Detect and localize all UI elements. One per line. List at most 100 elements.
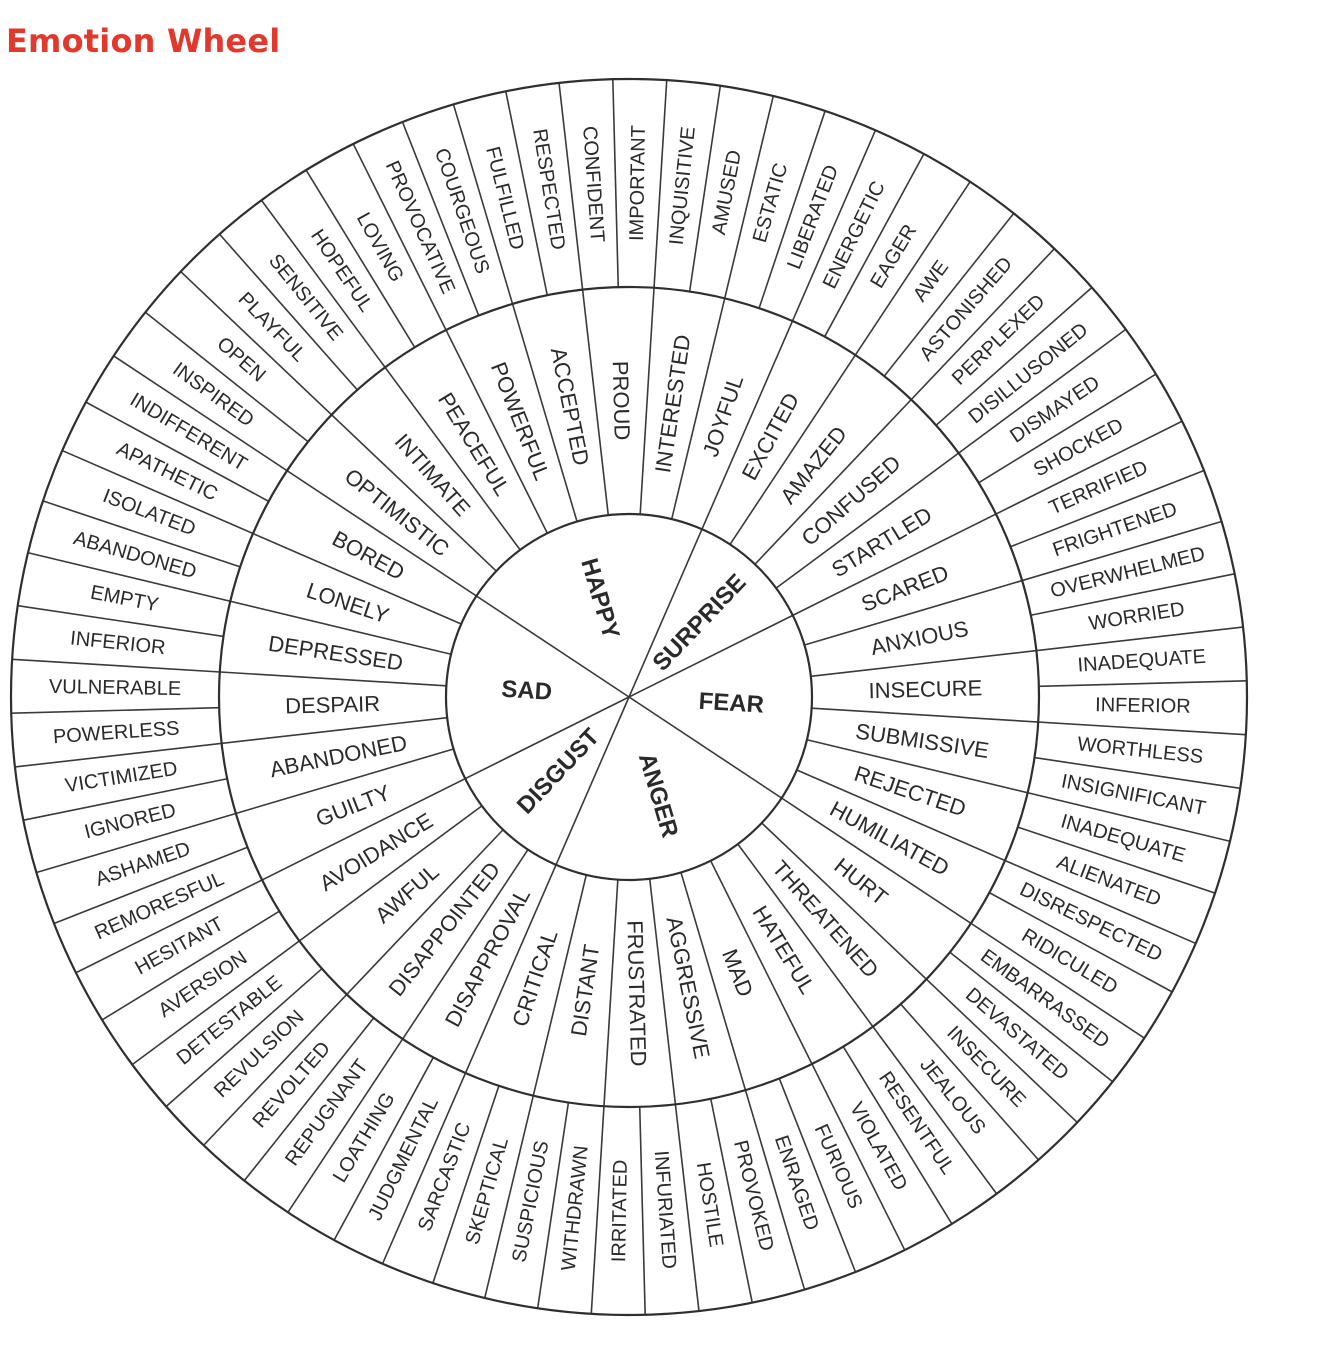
tertiary-divider-line: [11, 706, 220, 714]
tertiary-emotion-label: DISILLUSONED: [965, 319, 1093, 428]
core-emotion-label: SAD: [501, 676, 553, 706]
tertiary-emotion-label: WORTHLESS: [1076, 733, 1204, 768]
tertiary-divider-line: [935, 286, 1093, 426]
secondary-divider-line: [12, 658, 447, 687]
core-divider-line: [75, 696, 630, 974]
secondary-divider-line: [180, 271, 497, 572]
tertiary-divider-line: [978, 373, 1157, 484]
tertiary-emotion-label: WITHDRAWN: [558, 1144, 593, 1272]
tertiary-emotion-label: WORRIED: [1087, 598, 1186, 635]
tertiary-divider-line: [1017, 826, 1216, 894]
tertiary-divider-line: [1030, 573, 1235, 617]
tertiary-emotion-label: IMPORTANT: [626, 125, 650, 241]
tertiary-divider-line: [305, 169, 416, 348]
wheel-divider-lines: [11, 79, 1247, 1315]
secondary-divider-line: [670, 95, 775, 520]
secondary-divider-line: [260, 199, 521, 551]
secondary-emotion-label: FRUSTRATED: [622, 920, 651, 1067]
secondary-emotion-label: LONELY: [303, 578, 392, 629]
core-emotion-label: HAPPY: [575, 555, 624, 642]
core-divider-line: [113, 355, 630, 698]
tertiary-divider-line: [883, 212, 1015, 377]
tertiary-emotion-label: INSIGNIFICANT: [1059, 770, 1207, 820]
secondary-divider-line: [761, 822, 1078, 1123]
core-emotion-label: FEAR: [698, 688, 765, 719]
tertiary-divider-line: [900, 1003, 1040, 1161]
tertiary-divider-line: [23, 777, 228, 821]
tertiary-emotion-label: PROVOKED: [729, 1138, 778, 1253]
tertiary-emotion-label: FULFILLED: [481, 144, 528, 252]
tertiary-emotion-label: HOSTILE: [692, 1161, 727, 1249]
core-divider-line: [381, 696, 630, 1265]
tertiary-divider-line: [1038, 680, 1247, 688]
secondary-divider-line: [639, 80, 668, 515]
tertiary-emotion-label: CONFIDENT: [578, 125, 608, 243]
tertiary-divider-line: [688, 85, 722, 292]
tertiary-emotion-label: EMBARRASSED: [976, 945, 1113, 1053]
tertiary-divider-line: [85, 401, 270, 503]
secondary-emotion-label: INSECURE: [868, 675, 982, 703]
secondary-emotion-label: BORED: [328, 526, 409, 585]
secondary-emotion-label: MAD: [717, 946, 758, 1001]
secondary-divider-line: [131, 805, 483, 1066]
tertiary-divider-line: [988, 891, 1173, 993]
tertiary-divider-line: [243, 1017, 375, 1182]
wheel-inner-ring: [444, 512, 814, 882]
tertiary-emotion-label: EMPTY: [89, 582, 161, 617]
secondary-emotion-label: AGGRESSIVE: [661, 914, 714, 1060]
core-emotion-label: ANGER: [633, 750, 684, 841]
tertiary-divider-line: [432, 1085, 500, 1284]
secondary-divider-line: [709, 860, 906, 1251]
secondary-divider-line: [775, 328, 1127, 589]
secondary-divider-line: [61, 449, 462, 625]
tertiary-divider-line: [1010, 469, 1205, 548]
tertiary-emotion-label: INADEQUATE: [1077, 646, 1207, 677]
secondary-emotion-label: HURT: [830, 853, 893, 910]
secondary-emotion-label: DESPAIR: [285, 691, 381, 718]
tertiary-divider-line: [823, 153, 925, 338]
secondary-divider-line: [796, 769, 1197, 945]
secondary-emotion-label: ABANDONED: [268, 730, 410, 782]
tertiary-divider-line: [401, 121, 480, 316]
secondary-divider-line: [36, 748, 454, 874]
tertiary-emotion-label: IRRITATED: [608, 1159, 632, 1262]
tertiary-divider-line: [778, 1078, 857, 1273]
tertiary-emotion-label: AMUSED: [708, 148, 746, 236]
secondary-emotion-label: PROUD: [608, 361, 635, 441]
secondary-divider-line: [804, 520, 1222, 646]
tertiary-emotion-label: INFERIOR: [69, 627, 166, 659]
core-divider-line: [628, 129, 877, 698]
secondary-divider-line: [754, 248, 1055, 565]
tertiary-divider-line: [1034, 756, 1241, 790]
secondary-divider-line: [737, 843, 998, 1195]
tertiary-divider-line: [165, 968, 323, 1108]
secondary-divider-line: [806, 738, 1231, 843]
tertiary-emotion-label: ISOLATED: [100, 485, 199, 540]
tertiary-divider-line: [333, 1056, 435, 1241]
secondary-emotion-label: INTERESTED: [650, 333, 695, 475]
secondary-divider-line: [27, 551, 452, 656]
core-emotion-label: DISGUST: [512, 723, 605, 819]
tertiary-divider-line: [101, 910, 280, 1021]
secondary-divider-line: [558, 82, 610, 516]
core-emotion-label: SURPRISE: [648, 569, 752, 677]
page-title: Emotion Wheel: [6, 22, 281, 60]
tertiary-emotion-label: POWERLESS: [52, 717, 180, 748]
tertiary-divider-line: [536, 1102, 570, 1309]
secondary-divider-line: [729, 181, 971, 545]
secondary-divider-line: [203, 829, 504, 1146]
secondary-emotion-label: AWFUL: [370, 859, 444, 928]
core-divider-line: [628, 696, 1145, 1039]
tertiary-divider-line: [218, 233, 358, 391]
secondary-divider-line: [680, 872, 806, 1290]
tertiary-emotion-label: OPEN: [212, 333, 269, 387]
tertiary-emotion-label: INFURIATED: [650, 1150, 680, 1270]
tertiary-emotion-label: INFERIOR: [1095, 694, 1191, 718]
wheel-middle-ring: [217, 285, 1041, 1109]
secondary-divider-line: [287, 849, 529, 1213]
secondary-emotion-label: ACCEPTED: [546, 345, 594, 467]
secondary-divider-line: [590, 879, 619, 1314]
secondary-emotion-label: ANXIOUS: [869, 616, 971, 660]
tertiary-divider-line: [638, 1106, 646, 1315]
secondary-divider-line: [810, 626, 1244, 678]
